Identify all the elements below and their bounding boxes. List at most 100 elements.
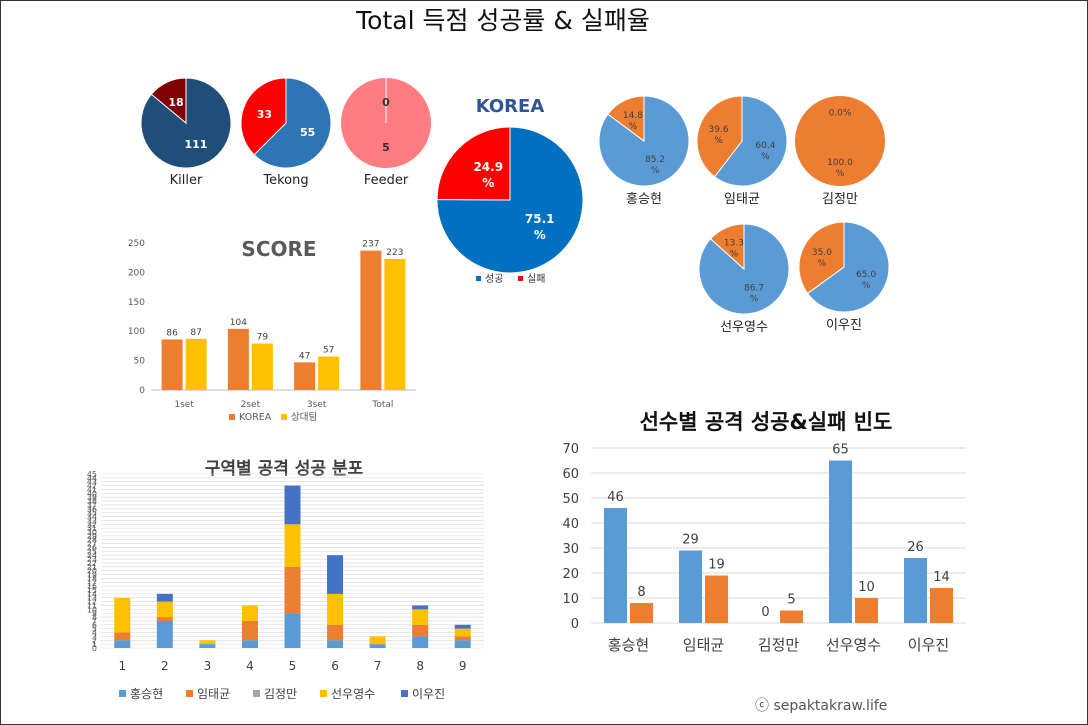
y-tick-label: 45 — [87, 470, 97, 479]
y-tick-label: 40 — [562, 517, 579, 532]
y-tick-label: 19 — [87, 571, 97, 580]
stacked-bar-segment — [156, 593, 173, 602]
bar — [829, 460, 852, 623]
pie-value-label: 65.0 — [856, 270, 876, 280]
pie-slice — [150, 77, 187, 125]
pie-slice — [713, 95, 788, 187]
legend-label: 홍승현 — [130, 687, 163, 701]
y-tick-label: 35 — [87, 509, 97, 518]
y-tick-label: 27 — [87, 540, 97, 549]
y-tick-label: 44 — [87, 474, 97, 483]
y-tick-label: 3 — [92, 632, 97, 641]
y-tick-label: 0 — [139, 386, 145, 396]
y-tick-label: 42 — [87, 482, 97, 491]
bar — [318, 356, 340, 390]
bar — [185, 338, 207, 390]
x-tick-label: 6 — [331, 659, 339, 673]
bar — [930, 588, 953, 623]
bar-value-label: 10 — [858, 580, 875, 595]
bar-value-label: 19 — [708, 558, 725, 573]
bar-value-label: 86 — [166, 328, 178, 338]
pie-value-label: 0 — [382, 96, 390, 109]
pie-value-unit: % — [651, 166, 660, 176]
pie-slice — [798, 221, 845, 295]
stacked-bar-segment — [327, 624, 344, 641]
player-pies: 85.2%14.8%홍승현60.4%39.6%임태균0.0%100.0%김정만8… — [598, 95, 890, 335]
bar-value-label: 79 — [257, 333, 269, 343]
legend-swatch — [229, 414, 235, 420]
stacked-bar-segment — [412, 636, 429, 648]
legend-swatch — [281, 414, 287, 420]
y-tick-label: 200 — [128, 268, 145, 278]
bar-value-label: 87 — [190, 328, 201, 338]
y-tick-label: 50 — [134, 357, 146, 367]
y-tick-label: 9 — [92, 609, 97, 618]
legend-swatch — [320, 690, 327, 697]
legend-label: KOREA — [239, 412, 272, 423]
pie-category-label: Feeder — [364, 173, 409, 188]
y-tick-label: 25 — [87, 547, 97, 556]
y-tick-label: 20 — [87, 567, 97, 576]
bar-value-label: 29 — [682, 533, 699, 548]
y-tick-label: 12 — [87, 598, 97, 607]
bar-value-label: 47 — [299, 351, 310, 361]
x-tick-label: 이우진 — [908, 636, 949, 654]
pie-value-label: 75.1 — [525, 212, 555, 226]
y-tick-label: 18 — [87, 574, 97, 583]
x-tick-label: 3 — [204, 659, 212, 673]
y-tick-label: 14 — [87, 590, 97, 599]
pie-slice — [253, 77, 332, 169]
stacked-bar-segment — [156, 617, 173, 621]
y-tick-label: 24 — [87, 551, 97, 560]
pie-value-unit: % — [836, 169, 845, 179]
x-tick-label: 5 — [289, 659, 297, 673]
y-tick-label: 70 — [562, 442, 579, 457]
pie-value-label: 55 — [300, 126, 315, 139]
stacked-bar-segment — [156, 601, 173, 618]
pie-value-unit: % — [482, 176, 494, 190]
y-tick-label: 26 — [87, 543, 97, 552]
y-tick-label: 100 — [128, 327, 145, 337]
y-tick-label: 23 — [87, 555, 97, 564]
bar-value-label: 14 — [933, 570, 950, 585]
y-tick-label: 13 — [87, 594, 97, 603]
bar — [904, 558, 927, 623]
legend-swatch — [119, 690, 126, 697]
x-tick-label: 1set — [174, 400, 194, 410]
pie-slice — [436, 126, 511, 201]
pie-value-label: 86.7 — [744, 284, 764, 294]
x-tick-label: 2set — [241, 400, 261, 410]
pie-category-label: 이우진 — [826, 318, 862, 333]
x-tick-label: 9 — [459, 659, 467, 673]
bar — [161, 339, 183, 390]
pie-value-unit: % — [750, 295, 759, 305]
stacked-bar-segment — [327, 640, 344, 648]
y-tick-label: 21 — [87, 563, 97, 572]
bar — [294, 362, 316, 390]
chart-title: 선수별 공격 성공&실패 빈도 — [640, 410, 893, 434]
pie-value-label: 18 — [168, 96, 183, 109]
y-tick-label: 7 — [92, 617, 97, 626]
stacked-bar-segment — [241, 620, 258, 641]
y-tick-label: 32 — [87, 520, 97, 529]
korea-pie-title: KOREA — [476, 96, 545, 117]
y-tick-label: 0 — [571, 617, 579, 632]
y-tick-label: 250 — [128, 239, 145, 249]
stacked-bar-segment — [114, 597, 131, 633]
bar — [251, 343, 273, 390]
x-tick-label: 임태균 — [683, 636, 725, 654]
y-tick-label: 2 — [92, 636, 97, 645]
y-tick-label: 60 — [562, 467, 579, 482]
pie-value-unit: % — [818, 259, 827, 269]
legend-label: 이우진 — [412, 687, 445, 701]
player-success-fail-chart: 선수별 공격 성공&실패 빈도010203040506070468홍승현2919… — [562, 410, 966, 654]
bar — [360, 250, 382, 390]
pie-value-label: 35.0 — [812, 248, 832, 258]
legend-label: 실패 — [527, 273, 545, 285]
pie-category-label: 김정만 — [822, 192, 858, 207]
bar — [227, 328, 249, 390]
x-tick-label: 1 — [118, 659, 126, 673]
x-tick-label: 4 — [246, 659, 254, 673]
pie-slice — [709, 223, 745, 271]
